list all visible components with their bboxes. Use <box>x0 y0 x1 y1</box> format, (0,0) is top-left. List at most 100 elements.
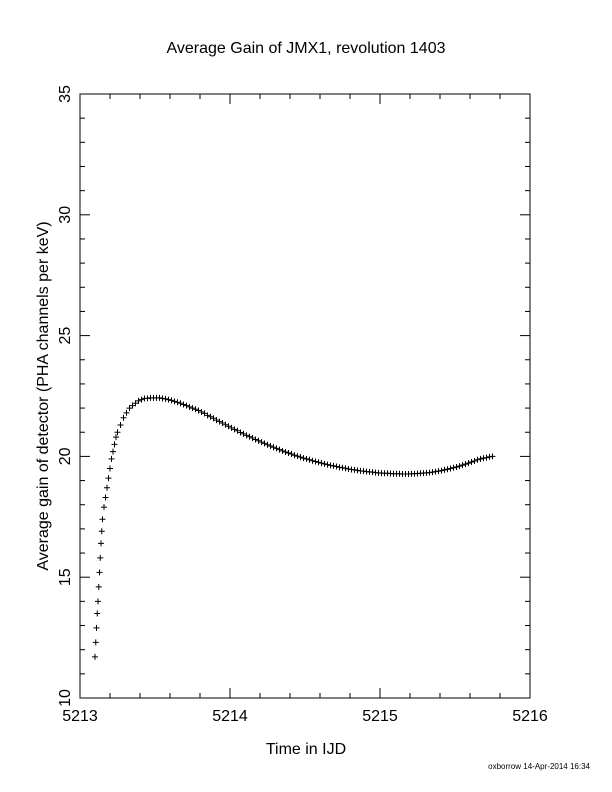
data-point <box>240 430 247 437</box>
data-point <box>285 450 292 457</box>
data-point <box>456 463 463 470</box>
data-point <box>195 407 202 414</box>
data-point <box>165 396 172 403</box>
data-point <box>237 429 244 436</box>
data-point <box>216 418 223 425</box>
data-point <box>171 398 178 405</box>
data-point <box>174 399 181 406</box>
data-point <box>95 598 101 605</box>
x-tick-label: 5213 <box>62 708 98 725</box>
data-point <box>273 445 280 452</box>
data-point <box>92 639 99 646</box>
data-point <box>321 460 328 467</box>
data-point <box>309 457 316 464</box>
data-point <box>183 402 190 409</box>
data-point <box>189 405 196 412</box>
data-point <box>113 434 119 441</box>
data-point <box>93 624 100 631</box>
data-point <box>333 463 340 470</box>
data-point <box>264 441 271 448</box>
data-point <box>101 504 107 511</box>
data-point <box>97 554 104 561</box>
data-point <box>110 448 116 455</box>
data-point <box>207 413 214 420</box>
data-point <box>105 475 112 482</box>
data-point <box>94 610 101 617</box>
data-point <box>462 461 469 468</box>
data-point <box>246 433 253 440</box>
x-tick-label: 5216 <box>512 708 548 725</box>
data-point <box>315 459 322 466</box>
data-point <box>120 414 127 421</box>
data-point <box>117 421 124 428</box>
data-point <box>465 460 472 467</box>
data-point <box>312 458 319 465</box>
data-point <box>303 455 310 462</box>
x-tick-label: 5215 <box>362 708 398 725</box>
data-point <box>107 465 113 472</box>
data-point <box>459 462 466 469</box>
data-point <box>108 455 115 462</box>
data-point <box>123 409 130 416</box>
data-point <box>318 460 325 467</box>
data-point <box>243 432 250 439</box>
data-point <box>138 396 145 403</box>
y-tick-label: 30 <box>57 206 74 224</box>
data-point <box>471 457 478 464</box>
data-point <box>441 466 448 473</box>
data-point <box>288 450 295 457</box>
data-point <box>453 464 460 471</box>
axis-tick-labels: 5213 5214 5215 5216 10 15 20 25 30 35 <box>57 85 548 725</box>
data-series <box>92 394 496 660</box>
axis-ticks <box>79 93 531 699</box>
data-point <box>114 429 121 436</box>
plot-frame <box>79 93 531 699</box>
data-point <box>447 465 454 472</box>
y-axis-label: Average gain of detector (PHA channels p… <box>35 221 52 570</box>
data-point <box>438 467 445 474</box>
y-tick-label: 15 <box>57 568 74 586</box>
data-point <box>489 453 496 460</box>
data-point <box>99 516 106 523</box>
data-point <box>258 439 265 446</box>
data-point <box>300 455 307 462</box>
chart-title: Average Gain of JMX1, revolution 1403 <box>167 40 446 57</box>
data-point <box>192 406 199 413</box>
data-point <box>450 464 457 471</box>
data-point <box>213 417 220 424</box>
data-point <box>186 403 193 410</box>
data-point <box>255 437 262 444</box>
data-point <box>330 462 337 469</box>
data-point <box>297 454 304 461</box>
data-point <box>276 446 283 453</box>
data-point <box>162 395 169 402</box>
data-point <box>180 401 187 408</box>
data-point <box>92 653 98 660</box>
y-tick-label: 35 <box>57 85 74 103</box>
y-tick-label: 20 <box>57 447 74 465</box>
data-point <box>342 465 349 472</box>
data-point <box>252 436 259 443</box>
data-point <box>135 397 142 404</box>
x-axis-label: Time in IJD <box>266 741 346 758</box>
data-point <box>102 494 109 501</box>
data-point <box>474 456 481 463</box>
x-tick-label: 5214 <box>212 708 248 725</box>
data-point <box>324 461 331 468</box>
data-point <box>95 583 102 590</box>
data-point <box>111 441 118 448</box>
data-point <box>177 400 184 407</box>
data-point <box>231 426 238 433</box>
data-point <box>198 408 205 415</box>
data-point <box>444 466 451 473</box>
data-point <box>306 456 313 463</box>
y-tick-label: 10 <box>57 689 74 707</box>
data-point <box>168 397 175 404</box>
data-point <box>104 484 110 491</box>
data-point <box>282 449 289 456</box>
data-point <box>477 455 484 462</box>
data-point <box>279 447 286 454</box>
data-point <box>222 421 229 428</box>
data-point <box>261 440 268 447</box>
data-point <box>270 444 277 451</box>
